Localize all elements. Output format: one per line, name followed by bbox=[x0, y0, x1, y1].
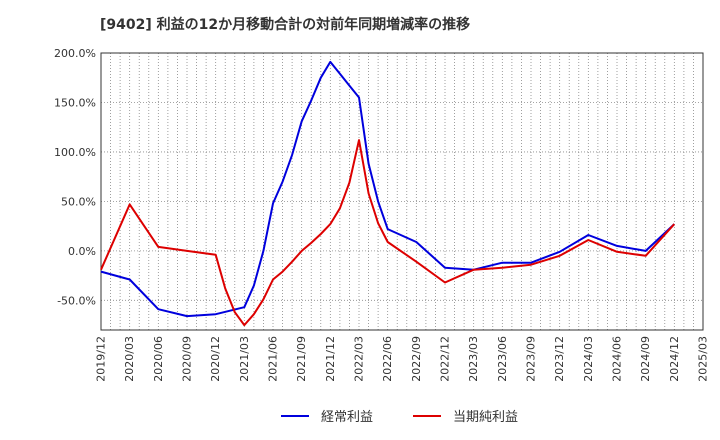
x-tick-label: 2023/09 bbox=[525, 336, 538, 382]
x-tick-label: 2024/06 bbox=[611, 336, 624, 382]
y-tick-label: 0.0% bbox=[68, 245, 96, 258]
x-tick-label: 2021/03 bbox=[238, 336, 251, 382]
y-tick-label: 50.0% bbox=[61, 195, 96, 208]
x-tick-label: 2021/12 bbox=[324, 336, 337, 382]
x-tick-label: 2020/06 bbox=[152, 336, 165, 382]
x-tick-label: 2023/12 bbox=[553, 336, 566, 382]
x-tick-label: 2023/03 bbox=[467, 336, 480, 382]
x-tick-label: 2019/12 bbox=[95, 336, 108, 382]
y-tick-label: -50.0% bbox=[57, 294, 96, 307]
x-tick-label: 2025/03 bbox=[697, 336, 710, 382]
y-tick-label: 100.0% bbox=[54, 146, 96, 159]
x-tick-label: 2022/03 bbox=[353, 336, 366, 382]
y-tick-label: 200.0% bbox=[54, 47, 96, 60]
x-tick-label: 2024/09 bbox=[639, 336, 652, 382]
series-line-1 bbox=[100, 60, 675, 318]
grid-lines bbox=[101, 53, 703, 330]
y-axis-ticks: -50.0% 0.0% 50.0% 100.0% 150.0% 200.0% bbox=[54, 47, 96, 307]
series-layer bbox=[100, 60, 676, 327]
y-tick-label: 150.0% bbox=[54, 96, 96, 109]
x-tick-label: 2024/03 bbox=[582, 336, 595, 382]
x-tick-label: 2020/03 bbox=[123, 336, 136, 382]
legend: 経常利益 当期純利益 bbox=[281, 410, 518, 425]
x-tick-label: 2020/12 bbox=[209, 336, 222, 382]
x-tick-label: 2022/09 bbox=[410, 336, 423, 382]
x-tick-label: 2024/12 bbox=[668, 336, 681, 382]
legend-label-2: 当期純利益 bbox=[453, 410, 518, 425]
x-axis-ticks: 2019/12 2020/03 2020/06 2020/09 2020/12 2021/… bbox=[95, 336, 710, 382]
x-tick-label: 2020/09 bbox=[181, 336, 194, 382]
legend-label-1: 経常利益 bbox=[321, 410, 373, 425]
plot-area-frame bbox=[100, 52, 704, 331]
x-tick-label: 2021/09 bbox=[295, 336, 308, 382]
series-line-2 bbox=[100, 139, 676, 327]
x-tick-label: 2022/06 bbox=[381, 336, 394, 382]
chart-title: [9402] 利益の12か月移動合計の対前年同期増減率の推移 bbox=[100, 17, 471, 33]
x-tick-label: 2021/06 bbox=[267, 336, 280, 382]
x-tick-label: 2022/12 bbox=[439, 336, 452, 382]
x-tick-label: 2023/06 bbox=[496, 336, 509, 382]
